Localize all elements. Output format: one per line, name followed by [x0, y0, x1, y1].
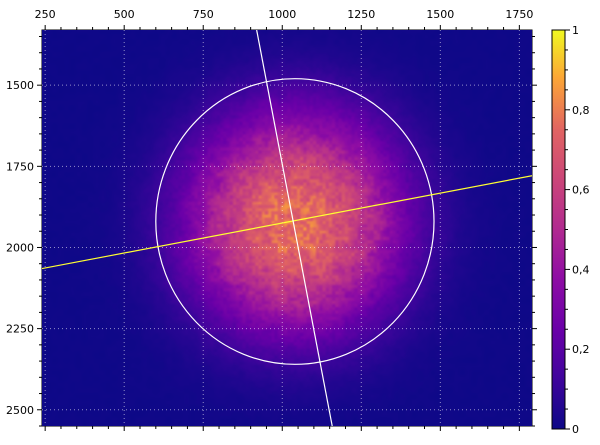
colorbar-tick-label: 0,4	[572, 263, 590, 276]
colorbar-tick-label: 0,8	[572, 104, 590, 117]
y-tick-label: 2250	[6, 323, 34, 336]
x-tick-label: 1000	[268, 8, 296, 21]
colorbar-tick-label: 0	[572, 423, 579, 436]
y-tick-label: 2000	[6, 241, 34, 254]
colorbar-gradient	[551, 29, 566, 430]
x-tick-label: 500	[114, 8, 135, 21]
x-tick-label: 750	[193, 8, 214, 21]
colorbar-tick-label: 0,2	[572, 343, 590, 356]
y-tick-label: 1750	[6, 160, 34, 173]
x-tick-label: 1250	[347, 8, 375, 21]
colorbar-ticks: 0 0,2 0,4 0,6 0,8 1	[565, 24, 590, 436]
colorbar: 0 0,2 0,4 0,6 0,8 1	[551, 24, 590, 436]
axes: 250 500 750 1000 1250 1500 1750 1500 1750 2000 225…	[6, 8, 537, 431]
heatmap	[42, 30, 532, 426]
colorbar-tick-label: 1	[572, 24, 579, 37]
y-tick-label: 2500	[6, 404, 34, 417]
x-tick-label: 250	[35, 8, 56, 21]
y-tick-label: 1500	[6, 79, 34, 92]
x-tick-label: 1750	[505, 8, 533, 21]
major-axis-line	[42, 175, 532, 270]
x-tick-label: 1500	[426, 8, 454, 21]
grid-lines	[42, 30, 532, 426]
fit-circle	[155, 78, 435, 365]
colorbar-tick-label: 0,6	[572, 184, 590, 197]
heatmap-image	[42, 30, 532, 426]
minor-axis-line	[256, 30, 333, 426]
overlays	[42, 30, 532, 426]
